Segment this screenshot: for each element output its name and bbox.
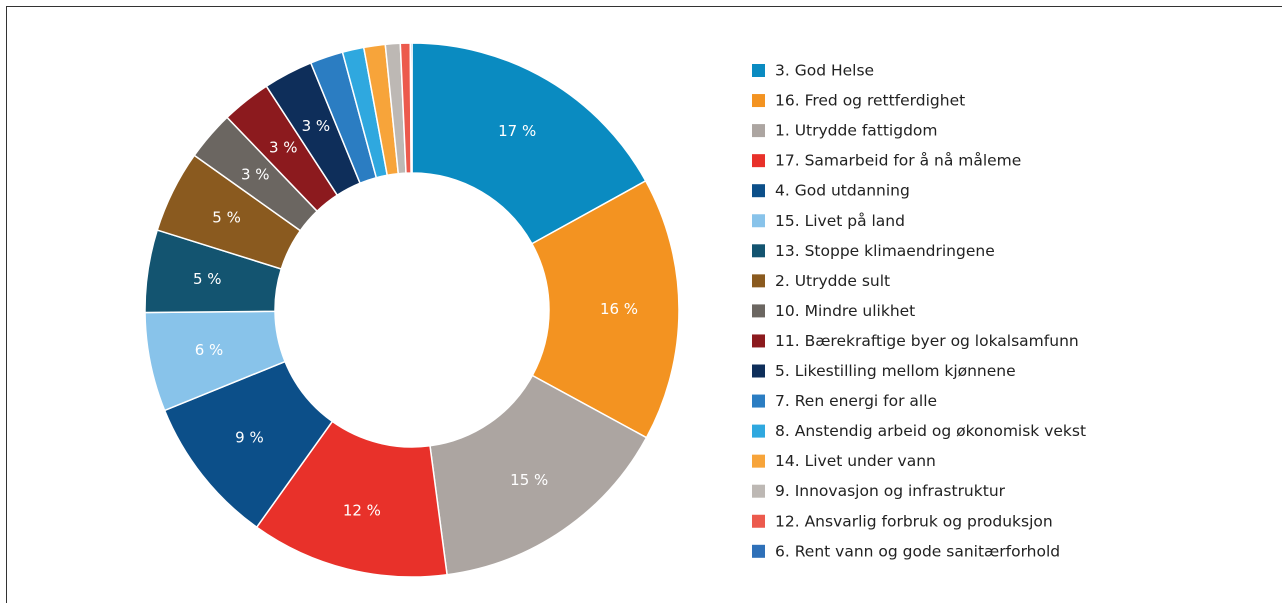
- legend-label: 4. God utdanning: [775, 182, 910, 200]
- frame: [6, 6, 1282, 603]
- legend-swatch: [752, 514, 765, 528]
- legend-swatch: [752, 244, 765, 258]
- legend-label: 10. Mindre ulikhet: [775, 302, 915, 320]
- legend-swatch: [752, 334, 765, 348]
- slice-label: 17 %: [498, 122, 536, 140]
- slice-label: 15 %: [510, 471, 548, 489]
- slice: [409, 42, 413, 174]
- legend-label: 9. Innovasjon og infrastruktur: [775, 482, 1006, 500]
- slice-label: 3 %: [241, 165, 270, 183]
- legend-label: 1. Utrydde fattigdom: [775, 122, 938, 140]
- legend-label: 14. Livet under vann: [775, 452, 936, 470]
- legend-label: 12. Ansvarlig forbruk og produksjon: [775, 512, 1053, 530]
- legend-label: 16. Fred og rettferdighet: [775, 92, 965, 110]
- legend-swatch: [752, 274, 765, 288]
- legend-swatch: [752, 484, 765, 498]
- slice-label: 16 %: [600, 300, 638, 318]
- legend-label: 17. Samarbeid for å nå måleme: [775, 152, 1021, 170]
- slice-label: 3 %: [269, 138, 298, 156]
- slice-label: 6 %: [195, 341, 224, 359]
- legend-swatch: [752, 544, 765, 558]
- legend-label: 7. Ren energi for alle: [775, 392, 937, 410]
- legend-swatch: [752, 154, 765, 168]
- slice-label: 12 %: [343, 501, 381, 519]
- slice: [429, 374, 648, 576]
- legend-label: 11. Bærekraftige byer og lokalsamfunn: [775, 332, 1079, 350]
- slice-label: 5 %: [212, 208, 241, 226]
- legend-label: 6. Rent vann og gode sanitærforhold: [775, 542, 1060, 560]
- legend-swatch: [752, 184, 765, 198]
- legend-label: 8. Anstendig arbeid og økonomisk vekst: [775, 422, 1086, 440]
- legend-swatch: [752, 124, 765, 138]
- slice: [411, 42, 647, 245]
- legend-label: 2. Utrydde sult: [775, 272, 890, 290]
- legend-swatch: [752, 394, 765, 408]
- slice-label: 5 %: [193, 270, 222, 288]
- slice: [530, 179, 680, 439]
- slice-label: 9 %: [235, 429, 264, 447]
- legend-label: 5. Likestilling mellom kjønnene: [775, 362, 1016, 380]
- legend-label: 15. Livet på land: [775, 212, 905, 230]
- legend-swatch: [752, 304, 765, 318]
- legend-swatch: [752, 214, 765, 228]
- legend-label: 13. Stoppe klimaendringene: [775, 242, 995, 260]
- legend-label: 3. God Helse: [775, 62, 874, 80]
- legend-swatch: [752, 424, 765, 438]
- legend-swatch: [752, 364, 765, 378]
- legend-swatch: [752, 454, 765, 468]
- legend-swatch: [752, 64, 765, 77]
- slice-label: 3 %: [302, 117, 331, 135]
- legend-swatch: [752, 94, 765, 108]
